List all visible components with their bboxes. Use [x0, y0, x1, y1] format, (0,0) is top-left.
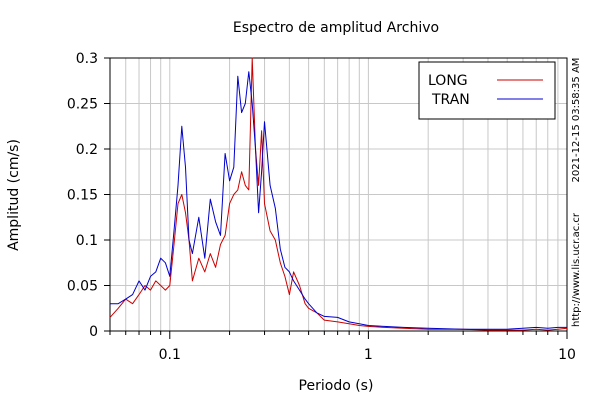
axis-ticks: 0 0.05 0.1 0.15 0.2 0.25 0.3 0.1 1 10 — [67, 51, 576, 363]
x-tick-label: 10 — [558, 347, 576, 363]
x-tick-label: 0.1 — [159, 347, 181, 363]
legend-label-tran: TRAN — [431, 92, 470, 108]
y-tick-label: 0 — [89, 324, 98, 340]
source-url-label: http://www.lis.ucr.ac.cr — [571, 212, 582, 327]
y-tick-label: 0.3 — [76, 51, 98, 67]
series-lines — [109, 57, 568, 331]
legend-label-long: LONG — [428, 73, 468, 89]
series-line-tran — [110, 71, 567, 330]
y-tick-label: 0.25 — [67, 97, 98, 113]
x-axis-label: Periodo (s) — [299, 378, 374, 394]
timestamp-label: 2021-12-15 03:58:35 AM — [571, 58, 582, 183]
grid — [109, 57, 568, 332]
legend-box — [418, 61, 556, 120]
y-tick-label: 0.05 — [67, 279, 98, 295]
x-tick-label: 1 — [364, 347, 373, 363]
legend: LONG TRAN — [418, 61, 556, 120]
y-tick-label: 0.1 — [76, 233, 98, 249]
y-axis-label: Amplitud (cm/s) — [6, 139, 22, 251]
chart-title: Espectro de amplitud Archivo — [233, 20, 439, 36]
series-line-long — [109, 57, 568, 331]
y-tick-label: 0.15 — [67, 188, 98, 204]
y-tick-label: 0.2 — [76, 142, 98, 158]
